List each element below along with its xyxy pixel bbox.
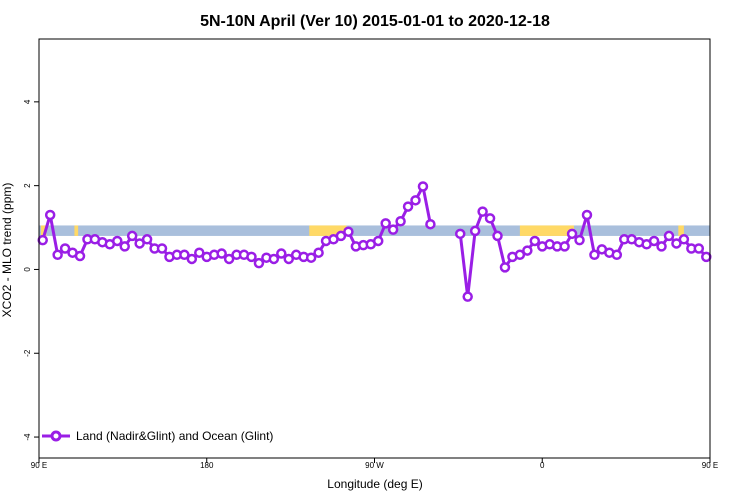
data-point	[372, 235, 384, 247]
land-segment	[519, 225, 574, 236]
data-point	[186, 253, 198, 265]
data-point	[566, 228, 578, 240]
plot-frame	[38, 38, 711, 459]
data-point	[74, 250, 86, 262]
data-point	[514, 249, 526, 261]
data-point	[589, 249, 600, 261]
data-point	[112, 235, 123, 247]
data-point	[581, 209, 593, 221]
land-segment	[40, 225, 47, 236]
data-point	[410, 195, 421, 206]
data-point	[223, 253, 235, 265]
y-tick-label: 4	[23, 99, 32, 104]
data-point	[492, 230, 503, 242]
x-tick-label: 90 W	[365, 461, 384, 470]
y-axis: -4 -2 0 2 4	[23, 99, 39, 441]
x-tick-label: 90 E	[31, 461, 47, 470]
data-point	[648, 235, 660, 247]
data-point	[522, 245, 533, 256]
data-point	[194, 247, 205, 258]
data-point	[335, 230, 347, 242]
data-point	[671, 238, 682, 249]
data-point	[179, 249, 190, 261]
land-segment	[309, 225, 347, 236]
data-point	[484, 213, 496, 224]
series-layer	[37, 181, 712, 302]
data-point	[380, 218, 391, 229]
data-point	[454, 228, 466, 240]
data-point	[678, 234, 690, 245]
data-point	[417, 181, 429, 192]
data-point	[52, 249, 63, 261]
data-point	[611, 249, 623, 261]
ocean-band	[39, 225, 710, 236]
series-line	[458, 210, 708, 299]
x-tick-label: 90 E	[702, 461, 718, 470]
legend-marker-swatch	[50, 430, 62, 442]
y-axis-label: XCO2 - MLO trend (ppm)	[0, 183, 14, 318]
data-point	[529, 235, 541, 247]
data-point	[156, 243, 168, 254]
x-axis: 90 E 180 90 W 0 90 E	[31, 458, 718, 470]
land-segment	[678, 225, 684, 236]
data-point	[559, 241, 570, 252]
data-point	[246, 251, 257, 263]
data-point	[499, 262, 511, 273]
data-point	[268, 253, 280, 265]
data-point	[395, 216, 406, 227]
data-point	[59, 243, 71, 254]
data-point	[387, 224, 399, 235]
data-point	[276, 248, 287, 259]
data-point	[37, 234, 48, 246]
data-point	[305, 252, 317, 263]
legend: Land (Nadir&Glint) and Ocean (Glint)	[42, 429, 273, 443]
data-point	[216, 248, 227, 259]
legend-label: Land (Nadir&Glint) and Ocean (Glint)	[76, 429, 273, 443]
y-tick-label: 0	[23, 267, 32, 272]
data-point	[402, 201, 414, 212]
data-point	[283, 253, 295, 265]
y-tick-label: -4	[23, 433, 32, 441]
data-point	[656, 241, 667, 252]
data-point	[141, 234, 153, 245]
chart-title: 5N-10N April (Ver 10) 2015-01-01 to 2020…	[200, 13, 550, 30]
data-point	[343, 226, 354, 237]
x-axis-label: Longitude (deg E)	[327, 477, 422, 491]
data-point	[253, 257, 265, 269]
data-point	[469, 225, 481, 237]
data-point	[574, 234, 585, 246]
data-point	[313, 247, 324, 258]
data-point	[462, 291, 473, 302]
data-point	[44, 209, 56, 221]
y-tick-label: -2	[23, 349, 32, 357]
data-point	[126, 230, 138, 242]
land-ocean-band	[39, 225, 710, 236]
data-point	[425, 218, 436, 230]
data-point	[119, 241, 130, 252]
data-point	[477, 206, 488, 217]
data-point	[663, 230, 675, 242]
data-point	[701, 251, 712, 263]
x-tick-label: 0	[540, 461, 545, 470]
x-tick-label: 180	[200, 461, 214, 470]
y-tick-label: 2	[23, 183, 32, 188]
land-segment	[74, 225, 79, 236]
data-point	[134, 238, 145, 249]
data-point	[693, 243, 705, 254]
